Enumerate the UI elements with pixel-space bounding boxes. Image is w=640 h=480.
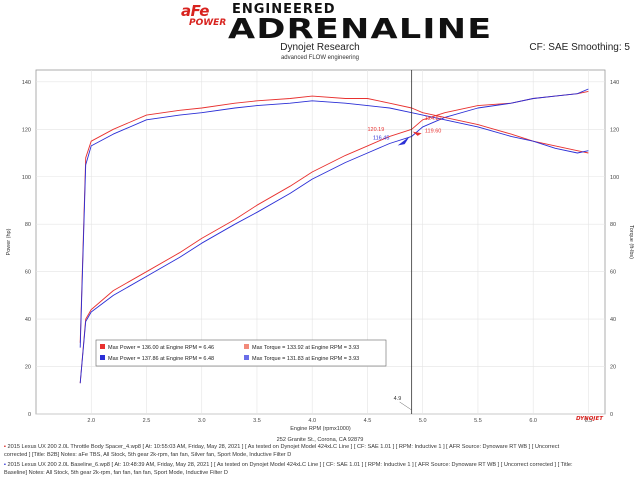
x-tick-label: 2.0 bbox=[87, 418, 95, 424]
chart-subtitle: advanced FLOW engineering bbox=[280, 55, 360, 61]
y-tick-label-left: 40 bbox=[25, 317, 31, 323]
correction-factor: CF: SAE Smoothing: 5 bbox=[529, 42, 630, 53]
cursor-arrow-blue bbox=[397, 136, 410, 146]
y-tick-label-right: 100 bbox=[610, 175, 619, 181]
x-tick-label: 5.5 bbox=[474, 418, 482, 424]
engineered-text: ENGINEERED bbox=[232, 2, 336, 17]
y-tick-label-left: 120 bbox=[22, 127, 31, 133]
legend-power-text: Max Power = 137.86 at Engine RPM = 6.48 bbox=[108, 356, 214, 362]
dynojet-logo: DYNOJET bbox=[576, 416, 604, 422]
x-tick-label: 6.5 bbox=[585, 418, 593, 424]
legend-swatch-power bbox=[100, 344, 105, 349]
y-tick-label-left: 0 bbox=[28, 412, 31, 418]
x-tick-label: 3.5 bbox=[253, 418, 261, 424]
footer-line-3: 2015 Lexus UX 200 2.0L Baseline_6.wp8 [ … bbox=[7, 462, 573, 468]
footer-line-2: corrected ] [Title: B2B] Notes: aFe TBS,… bbox=[4, 452, 292, 458]
legend-torque-text: Max Torque = 131.83 at Engine RPM = 3.93 bbox=[252, 356, 359, 362]
legend-power-text: Max Power = 136.00 at Engine RPM = 6.46 bbox=[108, 345, 214, 351]
cursor-value-label: 119.60 bbox=[425, 128, 441, 134]
adrenaline-text: ADRENALINE bbox=[228, 12, 493, 45]
y-tick-label-right: 120 bbox=[610, 127, 619, 133]
y-axis-label-left: Power (hp) bbox=[6, 228, 12, 255]
afe-power-text: POWER bbox=[189, 18, 227, 28]
legend-swatch-power bbox=[100, 355, 105, 360]
cursor-arrow-red bbox=[412, 131, 422, 136]
y-tick-label-right: 60 bbox=[610, 270, 616, 276]
legend-swatch-torque bbox=[244, 355, 249, 360]
x-tick-label: 5.0 bbox=[419, 418, 427, 424]
legend-box bbox=[95, 339, 387, 367]
cursor-value-label: 116.45 bbox=[373, 136, 389, 142]
legend-swatch-torque bbox=[244, 344, 249, 349]
footer-run-2: ▪ 2015 Lexus UX 200 2.0L Baseline_6.wp8 … bbox=[4, 462, 573, 469]
legend-torque-text: Max Torque = 133.92 at Engine RPM = 3.93 bbox=[252, 345, 359, 351]
y-tick-label-right: 0 bbox=[610, 412, 613, 418]
baseline-torque-line bbox=[79, 100, 589, 348]
footer-run-1: ▪ 2015 Lexus UX 200 2.0L Throttle Body S… bbox=[4, 444, 559, 451]
y-axis-label-right: Torque (ft-lbs) bbox=[628, 225, 634, 259]
footer-line-1: 2015 Lexus UX 200 2.0L Throttle Body Spa… bbox=[7, 444, 560, 450]
x-tick-label: 2.5 bbox=[143, 418, 151, 424]
cursor-value-label: 124.82 bbox=[425, 116, 442, 122]
y-tick-label-right: 20 bbox=[610, 365, 616, 371]
footer-line-4: Baseline] Notes: All Stock, 5th gear 2k-… bbox=[4, 470, 228, 476]
y-tick-label-right: 140 bbox=[610, 80, 619, 86]
y-tick-label-left: 140 bbox=[22, 80, 31, 86]
afe-logo-text: aFe bbox=[181, 2, 209, 20]
x-axis-label: Engine RPM (rpmx1000) bbox=[290, 426, 351, 432]
y-tick-label-left: 100 bbox=[22, 175, 31, 181]
shop-address: 252 Granite St., Corona, CA 92879 bbox=[276, 437, 364, 443]
y-tick-label-left: 20 bbox=[25, 365, 31, 371]
rpm-cursor-leader bbox=[399, 401, 412, 411]
x-tick-label: 6.0 bbox=[529, 418, 537, 424]
baseline-power-line bbox=[79, 88, 589, 384]
y-tick-label-left: 80 bbox=[25, 222, 31, 228]
y-tick-label-right: 40 bbox=[610, 317, 616, 323]
chart-title: Dynojet Research bbox=[280, 42, 360, 53]
x-tick-label: 3.0 bbox=[198, 418, 206, 424]
brand-header: aFe POWER ENGINEERED ADRENALINE bbox=[0, 0, 640, 46]
run-2-marker: ▪ bbox=[4, 462, 6, 468]
cursor-value-label: 120.19 bbox=[367, 127, 384, 133]
y-tick-label-left: 60 bbox=[25, 270, 31, 276]
run-1-marker: ▪ bbox=[4, 444, 6, 450]
rpm-cursor-label: 4.9 bbox=[394, 396, 402, 402]
x-tick-label: 4.5 bbox=[364, 418, 372, 424]
afe-torque-line bbox=[79, 95, 589, 343]
y-tick-label-right: 80 bbox=[610, 222, 616, 228]
x-tick-label: 4.0 bbox=[308, 418, 316, 424]
